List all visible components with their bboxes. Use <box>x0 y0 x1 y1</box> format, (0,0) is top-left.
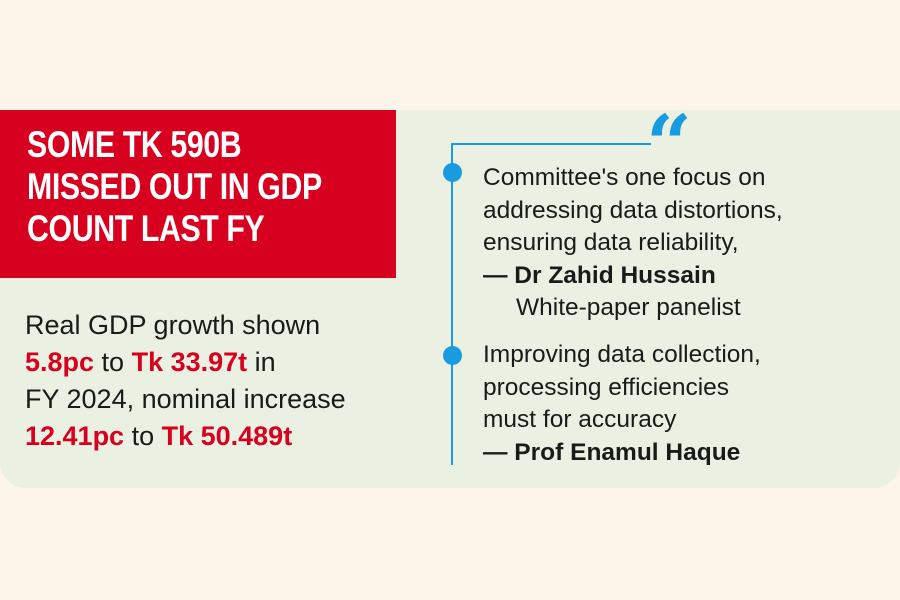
bullet-dot-icon <box>443 163 462 182</box>
quote-attribution: — Dr Zahid Hussain <box>483 261 716 289</box>
headline-line: MISSED OUT IN GDP <box>27 166 322 207</box>
summary-text: Real GDP growth shown 5.8pc to Tk 33.97t… <box>25 307 346 455</box>
text: to <box>124 421 162 451</box>
text: to <box>94 347 132 377</box>
real-growth: 5.8pc <box>25 347 95 377</box>
quote-2: Improving data collection, processing ef… <box>483 339 761 469</box>
quote-line: Committee's one focus on <box>483 164 766 191</box>
quote-line: processing efficiencies <box>483 373 730 401</box>
headline: SOME TK 590B MISSED OUT IN GDP COUNT LAS… <box>27 124 453 250</box>
real-value: Tk 33.97t <box>131 347 248 377</box>
timeline-top-line <box>451 143 651 145</box>
headline-line: COUNT LAST FY <box>27 208 265 249</box>
bullet-dot-icon <box>443 346 462 365</box>
nominal-value: Tk 50.489t <box>161 421 293 451</box>
quote-line: ensuring data reliability, <box>483 229 739 256</box>
summary-line: FY 2024, nominal increase <box>25 384 346 414</box>
quote-attribution: — Prof Enamul Haque <box>483 438 741 466</box>
summary-line: 5.8pc to Tk 33.97t in <box>25 344 346 381</box>
nominal-growth: 12.41pc <box>25 421 125 451</box>
summary-line: Real GDP growth shown <box>25 310 321 340</box>
quote-1: Committee's one focus on addressing data… <box>483 162 783 325</box>
headline-line: SOME TK 590B <box>27 124 242 165</box>
left-double-quote-icon: “ <box>646 97 693 191</box>
quote-line: Improving data collection, <box>483 341 761 368</box>
text: in <box>247 347 276 377</box>
quote-role: White-paper panelist <box>516 294 741 321</box>
quote-line: addressing data distortions, <box>483 196 783 224</box>
timeline-line <box>451 143 453 465</box>
quote-line: must for accuracy <box>483 406 677 433</box>
summary-line: 12.41pc to Tk 50.489t <box>25 418 346 455</box>
headline-box <box>0 110 396 278</box>
